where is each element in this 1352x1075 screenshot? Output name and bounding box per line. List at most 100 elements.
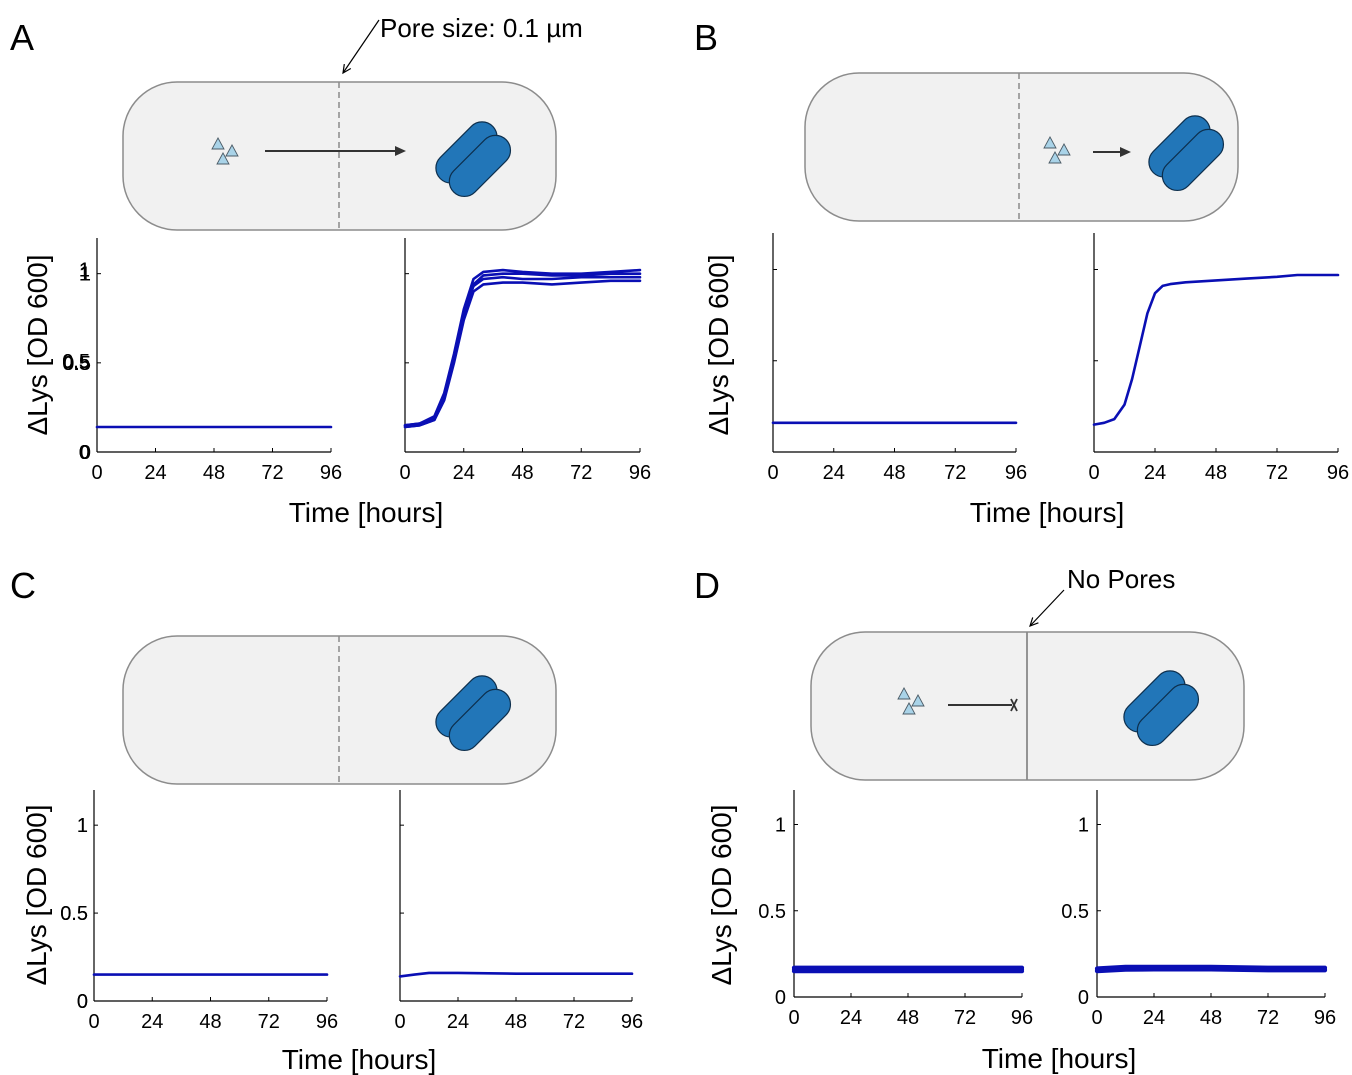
- panel-letter: D: [694, 565, 720, 606]
- x-tick-label: 24: [840, 1007, 862, 1029]
- y-tick-label: 0: [77, 991, 88, 1013]
- annotation-text: No Pores: [1067, 564, 1175, 594]
- x-tick-label: 0: [767, 462, 778, 484]
- x-tick-label: 24: [453, 462, 475, 484]
- x-tick-label: 96: [621, 1011, 643, 1033]
- y-tick-label: 0: [80, 442, 91, 464]
- x-tick-label: 72: [563, 1011, 585, 1033]
- x-tick-label: 0: [394, 1011, 405, 1033]
- nutrient-triangle: [225, 144, 239, 157]
- y-tick-label: 1: [79, 264, 90, 286]
- culture-chamber: [804, 72, 1239, 222]
- nutrient-triangle: [911, 694, 925, 707]
- nutrient-icon: [211, 137, 239, 165]
- x-axis-label: Time [hours]: [982, 1043, 1137, 1074]
- y-axis-label: ΔLys [OD 600]: [706, 804, 737, 985]
- y-tick-label: 0.5: [62, 353, 90, 375]
- nutrient-triangle: [216, 152, 230, 165]
- chart-a-right: 0 24 48 72 96 0 0.5 1: [62, 238, 651, 484]
- nutrient-icon: [897, 687, 925, 715]
- nutrient-triangle: [1057, 143, 1071, 156]
- chart-b-right: 0 24 48 72 96 0 0.5 1: [62, 233, 1349, 484]
- bacteria-icon: [435, 675, 512, 752]
- y-tick-label: 1: [80, 264, 91, 286]
- annotation-pointer: [1029, 589, 1065, 627]
- y-tick-label: 0.5: [60, 903, 88, 925]
- x-axis-label: Time [hours]: [289, 497, 444, 528]
- x-tick-label: 48: [203, 462, 225, 484]
- panel-a: A Pore size: 0.1 µm: [10, 13, 583, 231]
- arrow-head: [1120, 147, 1131, 157]
- nutrient-icon: [1043, 136, 1071, 164]
- y-tick-label: 0: [77, 991, 88, 1013]
- x-tick-label: 72: [954, 1007, 976, 1029]
- bacterium-rod: [1136, 683, 1200, 747]
- bacterium-rod: [448, 688, 512, 752]
- x-tick-label: 0: [1091, 1007, 1102, 1029]
- x-tick-label: 96: [316, 1011, 338, 1033]
- annotation-pointer: [342, 19, 380, 74]
- x-tick-label: 96: [629, 462, 651, 484]
- panel-c: C: [10, 565, 557, 785]
- annotation-text: Pore size: 0.1 µm: [380, 13, 583, 43]
- panel-b: B: [694, 17, 1239, 222]
- nutrient-triangle: [211, 137, 225, 150]
- x-tick-label: 24: [144, 462, 166, 484]
- arrow-head: [395, 146, 406, 156]
- y-tick-label: 1: [775, 815, 786, 837]
- nutrient-triangle: [1043, 136, 1057, 149]
- x-tick-label: 48: [505, 1011, 527, 1033]
- x-tick-label: 48: [897, 1007, 919, 1029]
- x-tick-label: 0: [88, 1011, 99, 1033]
- x-tick-label: 0: [399, 462, 410, 484]
- y-tick-label: 0: [79, 442, 90, 464]
- x-axis-label: Time [hours]: [282, 1044, 437, 1075]
- y-tick-label: 1: [79, 260, 90, 282]
- series-line: [398, 971, 634, 978]
- panel-d: D No Pores: [694, 564, 1245, 781]
- chart-b-left: 0 24 48 72 96 0 0.5 1 ΔLys [OD 600] Time [hours]: [62, 233, 1124, 528]
- x-tick-label: 24: [823, 462, 845, 484]
- series-line: [403, 279, 642, 429]
- y-tick-label: 0.5: [1061, 901, 1089, 923]
- nutrient-triangle: [897, 687, 911, 700]
- y-tick-label: 0.5: [758, 901, 786, 923]
- panel-letter: A: [10, 17, 34, 58]
- y-tick-label: 0: [79, 442, 90, 464]
- y-tick-label: 0: [775, 987, 786, 1009]
- x-axis-label: Time [hours]: [970, 497, 1125, 528]
- y-axis-label: ΔLys [OD 600]: [22, 254, 53, 435]
- chart-d-left: 0 24 48 72 96 0 0.5 1 ΔLys [OD 600] Time [hours]: [706, 790, 1136, 1074]
- annotation-arrowhead: [1029, 617, 1039, 628]
- chart-c-right: 0 24 48 72 96 0 0.5 1: [60, 790, 643, 1033]
- bacteria-icon: [1123, 670, 1200, 747]
- nutrient-triangle: [1048, 151, 1062, 164]
- nutrient-triangle: [902, 702, 916, 715]
- x-tick-label: 72: [1266, 462, 1288, 484]
- y-tick-label: 0.5: [62, 351, 90, 373]
- x-tick-label: 24: [1143, 1007, 1165, 1029]
- x-tick-label: 24: [447, 1011, 469, 1033]
- x-tick-label: 24: [141, 1011, 163, 1033]
- series-line: [1092, 273, 1340, 426]
- x-tick-label: 48: [883, 462, 905, 484]
- x-tick-label: 24: [1144, 462, 1166, 484]
- x-tick-label: 48: [511, 462, 533, 484]
- x-tick-label: 72: [944, 462, 966, 484]
- x-tick-label: 48: [1205, 462, 1227, 484]
- x-tick-label: 48: [1200, 1007, 1222, 1029]
- x-tick-label: 96: [1011, 1007, 1033, 1029]
- bacterium-rod: [448, 134, 512, 198]
- bacterium-rod: [1161, 128, 1225, 192]
- x-tick-label: 96: [1314, 1007, 1336, 1029]
- series-line: [1094, 967, 1328, 974]
- y-tick-label: 0.5: [60, 903, 88, 925]
- y-tick-label: 0: [79, 442, 90, 464]
- y-tick-label: 1: [79, 260, 90, 282]
- y-tick-label: 0: [1078, 987, 1089, 1009]
- panel-letter: B: [694, 17, 718, 58]
- y-tick-label: 1: [1078, 815, 1089, 837]
- y-tick-label: 0.5: [62, 351, 90, 373]
- x-tick-label: 72: [258, 1011, 280, 1033]
- x-tick-label: 72: [570, 462, 592, 484]
